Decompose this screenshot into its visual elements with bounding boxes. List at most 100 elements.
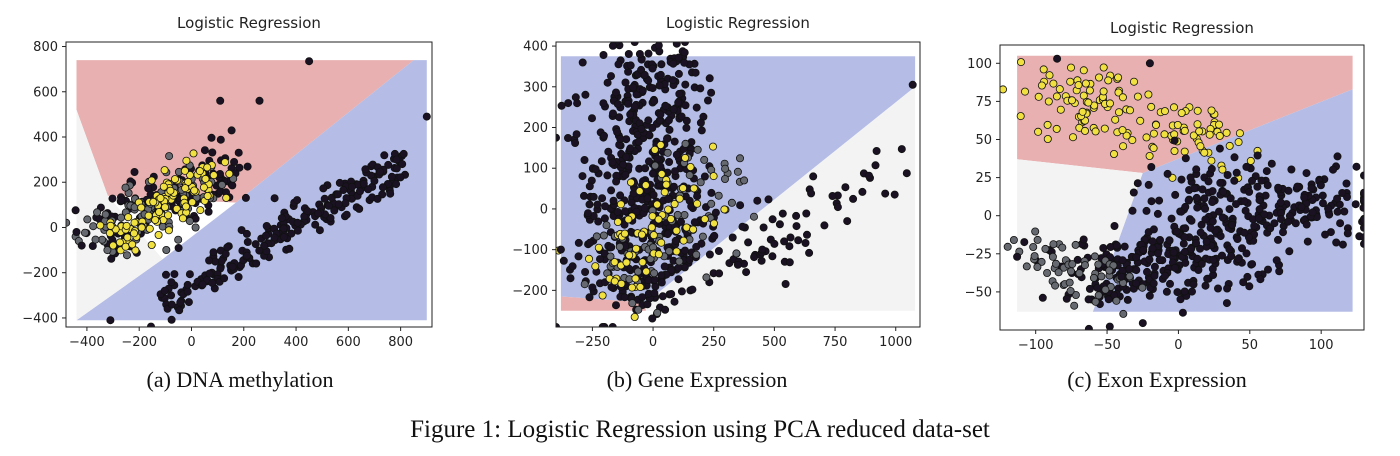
- scatter-point: [182, 156, 191, 165]
- scatter-point: [1192, 165, 1201, 174]
- scatter-point: [689, 225, 698, 234]
- scatter-point: [768, 215, 777, 224]
- scatter-point: [330, 206, 339, 215]
- scatter-point: [208, 278, 217, 287]
- scatter-point: [624, 215, 633, 224]
- scatter-point: [262, 221, 271, 230]
- scatter-point: [1120, 242, 1129, 251]
- scatter-point: [1104, 295, 1113, 304]
- scatter-point: [305, 57, 314, 66]
- scatter-point: [123, 233, 132, 242]
- scatter-point: [1071, 240, 1080, 249]
- scatter-point: [662, 180, 671, 189]
- scatter-point: [1105, 322, 1114, 330]
- scatter-point: [160, 166, 169, 175]
- scatter-point: [1109, 261, 1118, 270]
- scatter-point: [1360, 239, 1364, 248]
- scatter-point: [185, 217, 194, 226]
- scatter-point: [144, 184, 153, 193]
- y-tick-label: −200: [512, 284, 548, 299]
- scatter-point: [1180, 233, 1189, 242]
- scatter-point: [682, 223, 691, 232]
- scatter-point: [1235, 129, 1244, 138]
- scatter-point: [380, 151, 389, 160]
- scatter-point: [1230, 176, 1239, 185]
- scatter-point: [128, 240, 137, 249]
- scatter-point: [242, 229, 251, 238]
- scatter-point: [1097, 272, 1106, 281]
- scatter-point: [1253, 151, 1262, 160]
- scatter-point: [117, 213, 126, 222]
- scatter-point: [1176, 295, 1185, 304]
- scatter-point: [83, 215, 92, 224]
- scatter-point: [653, 200, 662, 209]
- scatter-point: [692, 242, 701, 251]
- scatter-point: [1081, 261, 1090, 270]
- scatter-point: [1067, 267, 1076, 276]
- scatter-point: [638, 258, 647, 267]
- scatter-point: [794, 236, 803, 245]
- scatter-point: [1117, 272, 1126, 281]
- scatter-point: [1148, 244, 1157, 253]
- scatter-point: [255, 96, 264, 105]
- scatter-point: [593, 200, 602, 209]
- scatter-point: [144, 211, 153, 220]
- scatter-point: [675, 194, 684, 203]
- scatter-point: [621, 170, 630, 179]
- scatter-point: [1118, 93, 1127, 102]
- scatter-point: [720, 205, 729, 214]
- scatter-point: [1225, 141, 1234, 150]
- scatter-point: [654, 42, 663, 50]
- scatter-point: [147, 176, 156, 185]
- scatter-point: [208, 148, 217, 157]
- scatter-point: [170, 175, 179, 184]
- scatter-point: [591, 165, 600, 174]
- scatter-point: [1240, 228, 1249, 237]
- scatter-point: [1264, 265, 1273, 274]
- scatter-point: [1051, 281, 1060, 290]
- scatter-point: [1343, 229, 1352, 238]
- scatter-point: [1056, 105, 1065, 114]
- scatter-point: [1094, 291, 1103, 300]
- scatter-point: [1142, 133, 1151, 142]
- scatter-point: [740, 176, 749, 185]
- scatter-point: [422, 112, 431, 121]
- scatter-point: [1225, 205, 1234, 214]
- scatter-point: [594, 243, 603, 252]
- scatter-point: [1016, 112, 1025, 121]
- scatter-point: [629, 83, 638, 92]
- scatter-point: [1267, 159, 1276, 168]
- scatter-point: [753, 196, 762, 205]
- scatter-point: [176, 298, 185, 307]
- scatter-point: [227, 126, 236, 135]
- scatter-point: [183, 280, 192, 289]
- scatter-point: [1150, 262, 1159, 271]
- scatter-point: [1043, 134, 1052, 143]
- y-tick-label: 200: [523, 121, 548, 136]
- scatter-point: [609, 109, 618, 118]
- scatter-point: [392, 155, 401, 164]
- scatter-point: [710, 219, 719, 228]
- scatter-point: [681, 153, 690, 162]
- scatter-point: [1219, 187, 1228, 196]
- scatter-point: [1115, 108, 1124, 117]
- scatter-point: [614, 60, 623, 69]
- scatter-point: [1043, 120, 1052, 129]
- scatter-point: [640, 203, 649, 212]
- scatter-point: [1200, 194, 1209, 203]
- scatter-point: [632, 244, 641, 253]
- scatter-point: [1144, 90, 1153, 99]
- scatter-point: [1112, 296, 1121, 305]
- scatter-point: [195, 167, 204, 176]
- scatter-point: [681, 246, 690, 255]
- scatter-point: [638, 86, 647, 95]
- scatter-point: [1193, 120, 1202, 129]
- scatter-point: [1232, 168, 1241, 177]
- scatter-point: [584, 209, 593, 218]
- y-tick-label: 0: [984, 209, 992, 224]
- x-tick-label: 600: [336, 335, 361, 350]
- scatter-point: [643, 194, 652, 203]
- scatter-point: [1342, 179, 1351, 188]
- y-tick-label: 100: [967, 57, 992, 72]
- scatter-point: [1243, 272, 1252, 281]
